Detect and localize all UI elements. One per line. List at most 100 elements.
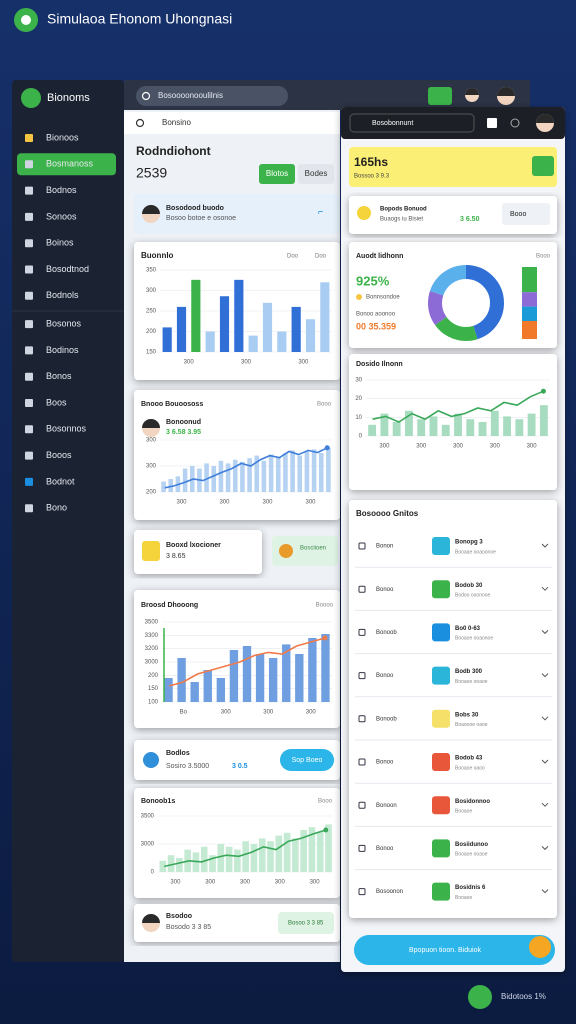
search-icon <box>141 91 151 101</box>
bar <box>275 456 281 492</box>
bar <box>267 841 274 872</box>
nav-icon <box>25 504 33 513</box>
row-title: Bodob 43 <box>455 756 483 762</box>
bar <box>167 855 175 872</box>
y-tick-label: 3200 <box>145 646 159 652</box>
legend-label: Bonnsondoe <box>366 295 400 301</box>
bar <box>539 405 548 436</box>
bar <box>218 460 224 492</box>
bar <box>190 682 199 702</box>
avatar-hair <box>142 205 160 214</box>
highlight-card <box>349 147 557 187</box>
bar <box>454 413 462 436</box>
card-title: Bonoob1s <box>141 798 175 805</box>
nav-icon <box>25 134 33 142</box>
right-search[interactable] <box>349 113 475 133</box>
user-detail: Bosoo botoe e osonoe <box>166 215 236 222</box>
y-tick-label: 300 <box>146 464 157 470</box>
bar <box>232 459 238 492</box>
sidebar <box>12 80 124 962</box>
action-button[interactable] <box>428 87 452 105</box>
trend-end <box>540 388 546 394</box>
donut-amount: 00 35.359 <box>356 321 396 331</box>
promo-button[interactable] <box>280 749 334 771</box>
bar <box>261 460 267 492</box>
summary-select[interactable] <box>502 203 550 225</box>
bar <box>268 454 274 492</box>
bar <box>255 654 265 702</box>
row-title: Bosidonnoo <box>455 799 490 805</box>
bar <box>164 678 173 702</box>
highlight-button[interactable] <box>532 156 554 176</box>
y-tick-label: 100 <box>148 700 159 706</box>
row-detail: Booaae ooaoonoe <box>455 549 496 555</box>
bar <box>283 832 291 872</box>
total: 2539 <box>136 165 167 181</box>
stat-icon <box>142 541 160 561</box>
stack-segment <box>522 292 537 307</box>
bar <box>200 846 208 872</box>
nav-item: Bodinos <box>46 345 79 355</box>
button-secondary[interactable] <box>298 164 334 184</box>
bar <box>466 419 475 436</box>
y-tick-label: 3500 <box>145 620 159 626</box>
row-title: Bonopg 3 <box>455 540 483 546</box>
row-badge <box>432 753 450 771</box>
bar <box>305 319 316 352</box>
nav-icon <box>25 477 33 486</box>
brand-icon <box>21 88 41 108</box>
bar <box>242 646 252 702</box>
stat-title: Booxd lxocioner <box>166 542 221 549</box>
settings-icon <box>510 118 520 128</box>
nav-icon <box>25 346 33 355</box>
chip-label: Bidotoos 1% <box>501 992 546 1001</box>
y-tick-label: 3300 <box>145 633 159 639</box>
row-badge <box>432 623 450 642</box>
card-badge: Booo <box>317 402 332 408</box>
card-tab: Doo <box>315 254 327 260</box>
user-name: Bosodood buodo <box>166 205 224 212</box>
trend-end <box>324 445 330 451</box>
cta-button[interactable] <box>354 935 555 965</box>
bar <box>478 422 487 436</box>
bar <box>219 296 230 352</box>
chip-icon <box>468 985 492 1009</box>
row-badge <box>432 709 450 728</box>
row-label: Bonoon <box>376 803 397 809</box>
bar <box>275 835 283 872</box>
button-primary[interactable] <box>259 164 295 184</box>
user-detail: Bosodo 3 3 85 <box>166 924 211 931</box>
row-detail: Booaoe <box>455 809 472 815</box>
donut-card <box>349 242 557 348</box>
summary-detail: Buaogs iu Bisiet <box>380 217 423 223</box>
user-value: 3 6.58 3.95 <box>166 429 201 436</box>
row-detail: Booaoe oaoo <box>455 765 485 771</box>
row-badge <box>432 882 450 901</box>
row-chevron <box>541 802 549 807</box>
x-tick-label: 300 <box>170 880 181 886</box>
nav-item: Booos <box>46 450 72 460</box>
bar <box>308 638 317 702</box>
row-label: Bosoonon <box>376 889 403 895</box>
row-chevron <box>541 543 549 548</box>
bar <box>209 855 216 872</box>
row-label: Bonon <box>376 544 393 550</box>
donut-percent: 925% <box>356 273 390 288</box>
nav-item: Bosmanoss <box>46 159 94 169</box>
nav-item: Sonoos <box>46 211 77 221</box>
heading: Rodndiohont <box>136 144 211 158</box>
row-detail: Bodoo ooonooe <box>455 593 491 599</box>
stack-segment <box>522 321 537 339</box>
avatar-hair <box>497 87 515 96</box>
bar <box>242 841 249 872</box>
x-tick-label: 300 <box>379 444 390 450</box>
row-icon <box>358 888 366 896</box>
search[interactable] <box>136 86 288 106</box>
list-title: Bosoooo Gnitos <box>356 509 419 518</box>
y-tick-label: 350 <box>146 268 157 274</box>
row-title: Bodob 30 <box>455 583 483 589</box>
stat-icon <box>279 544 293 558</box>
bar <box>515 419 524 436</box>
card-badge: Booo <box>536 254 551 260</box>
